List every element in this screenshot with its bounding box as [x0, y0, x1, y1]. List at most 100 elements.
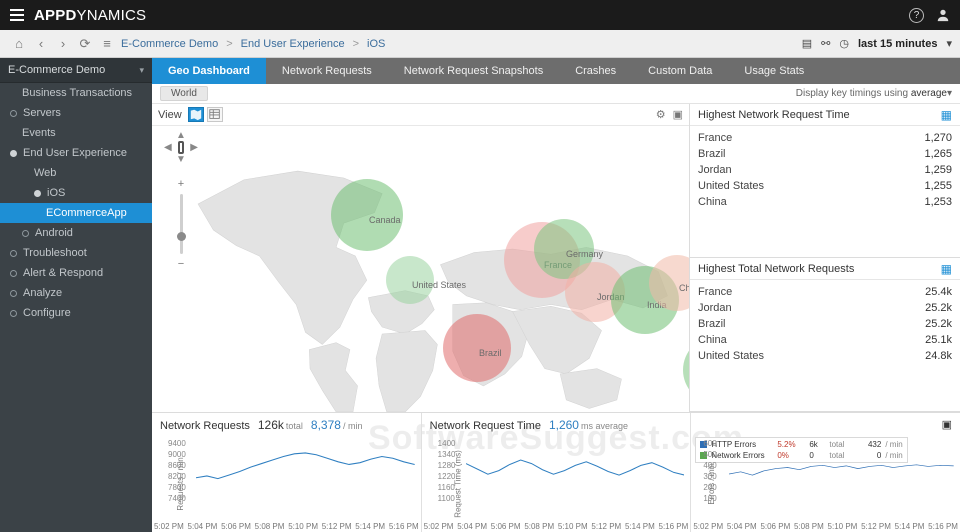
chart-network-requests[interactable]: Network Requests 126k total 8,378/ min Re… — [152, 413, 422, 532]
table-row[interactable]: United States 24.8k — [690, 348, 960, 364]
row-value: 1,270 — [924, 132, 952, 144]
main-menu-icon[interactable] — [10, 9, 24, 21]
legend-swatch — [700, 441, 708, 448]
legend-item[interactable]: Network Errors 0% 0 total 0/ min — [700, 451, 903, 460]
chart-header: ▣ — [691, 413, 960, 431]
sidebar-app-selector[interactable]: E-Commerce Demo ▾ — [0, 58, 152, 83]
table-row[interactable]: Jordan 25.2k — [690, 300, 960, 316]
table-row[interactable]: United States 1,255 — [690, 178, 960, 194]
zoom-in-icon[interactable]: + — [177, 178, 185, 190]
geo-bubble-label: Germany — [566, 249, 604, 259]
map-zoom-control[interactable]: + − — [174, 178, 188, 270]
table-row[interactable]: Jordan 1,259 — [690, 162, 960, 178]
tab-usage-stats[interactable]: Usage Stats — [744, 65, 805, 77]
breadcrumb-item-1[interactable]: End User Experience — [240, 37, 345, 50]
y-tick-label: 1160 — [437, 483, 455, 492]
tab-crashes[interactable]: Crashes — [575, 65, 617, 77]
scope-world-pill[interactable]: World — [160, 86, 208, 101]
right-panel-column: Highest Network Request Time ▦ France 1,270… — [690, 104, 960, 412]
breadcrumb-item-2[interactable]: iOS — [367, 37, 386, 50]
tab-custom-data[interactable]: Custom Data — [648, 65, 713, 77]
panel-row-list: France 25.4k Jordan 25.2k Brazil 25.2k China 25… — [690, 280, 960, 368]
bullet-icon — [34, 189, 41, 197]
sidebar-item-android[interactable]: Android — [0, 223, 152, 243]
user-account-icon[interactable] — [936, 8, 950, 22]
sidebar-item-end-user-experience[interactable]: End User Experience — [0, 143, 152, 163]
link-icon[interactable]: ⚯ — [821, 38, 831, 50]
sidebar-item-list: Business Transactions Servers Events End Us… — [0, 83, 152, 323]
legend-swatch — [700, 452, 708, 459]
table-row[interactable]: China 1,253 — [690, 194, 960, 210]
geo-bubble-united-states[interactable] — [386, 256, 434, 304]
chevron-down-icon[interactable]: ▾ — [946, 88, 952, 99]
chart-metric-rate: 8,378/ min — [311, 418, 363, 432]
breadcrumb-item-0[interactable]: E-Commerce Demo — [121, 37, 219, 50]
grid-icon[interactable]: ▦ — [940, 107, 952, 122]
geo-bubble-label: Brazil — [479, 348, 502, 358]
pan-up-icon[interactable]: ▲ — [176, 130, 186, 141]
chart-errors[interactable]: ▣ HTTP Errors 5.2% 6k total 432/ min Network … — [691, 413, 960, 532]
key-timings-value[interactable]: average — [910, 88, 947, 99]
legend-percent: 0% — [777, 451, 789, 460]
sidebar-item-troubleshoot[interactable]: Troubleshoot — [0, 243, 152, 263]
pan-down-icon[interactable]: ▼ — [176, 154, 186, 165]
x-tick-label: 5:02 PM — [423, 522, 454, 531]
map-pan-control[interactable]: ▲ ◀ ▶ ▼ — [164, 130, 198, 165]
monitor-icon[interactable]: ▤ — [801, 38, 813, 50]
time-range-label[interactable]: last 15 minutes — [857, 37, 938, 50]
geo-bubble-china[interactable] — [649, 255, 689, 311]
clock-icon[interactable]: ◷ — [839, 38, 849, 50]
list-icon[interactable]: ≡ — [103, 36, 111, 51]
home-icon[interactable]: ⌂ — [15, 36, 23, 51]
table-row[interactable]: Brazil 25.2k — [690, 316, 960, 332]
row-name: France — [698, 286, 733, 298]
sidebar-item-configure[interactable]: Configure — [0, 303, 152, 323]
table-row[interactable]: China 25.1k — [690, 332, 960, 348]
sidebar-item-ecommerceapp[interactable]: ECommerceApp — [0, 203, 152, 223]
row-value: 1,265 — [924, 148, 952, 160]
x-tick-label: 5:14 PM — [624, 522, 655, 531]
chart-network-request-time[interactable]: Network Request Time 1,260 ms average Req… — [422, 413, 692, 532]
zoom-slider-knob[interactable] — [176, 232, 186, 241]
map-view-button[interactable] — [187, 107, 204, 122]
sidebar-item-servers[interactable]: Servers — [0, 103, 152, 123]
back-icon[interactable]: ‹ — [38, 36, 44, 51]
grid-icon[interactable]: ▦ — [940, 261, 952, 276]
table-row[interactable]: Brazil 1,265 — [690, 146, 960, 162]
geo-bubble-brazil[interactable] — [443, 314, 511, 382]
legend-item[interactable]: HTTP Errors 5.2% 6k total 432/ min — [700, 440, 903, 449]
grid-view-button[interactable] — [206, 107, 223, 122]
pan-left-icon[interactable]: ◀ — [164, 142, 172, 153]
sidebar-item-label: Events — [22, 127, 56, 139]
table-row[interactable]: France 25.4k — [690, 284, 960, 300]
sidebar-item-web[interactable]: Web — [0, 163, 152, 183]
zoom-slider[interactable] — [176, 194, 186, 254]
sidebar-item-business-transactions[interactable]: Business Transactions — [0, 83, 152, 103]
main-area: E-Commerce Demo ▾ Business Transactions S… — [0, 58, 960, 532]
panel-toggle-icon[interactable]: ▣ — [672, 109, 683, 121]
refresh-icon[interactable]: ⟳ — [79, 35, 91, 51]
chevron-down-icon[interactable]: ▾ — [946, 38, 952, 50]
x-tick-label: 5:16 PM — [658, 522, 689, 531]
sidebar-item-events[interactable]: Events — [0, 123, 152, 143]
y-tick-label: 400 — [703, 461, 717, 470]
sidebar-item-alert-respond[interactable]: Alert & Respond — [0, 263, 152, 283]
geo-bubble-canada[interactable] — [331, 179, 403, 251]
y-tick-label: 300 — [703, 472, 717, 481]
sidebar-item-ios[interactable]: iOS — [0, 183, 152, 203]
panel-toggle-icon[interactable]: ▣ — [941, 419, 953, 431]
key-timings-selector[interactable]: Display key timings using average▾ — [796, 88, 960, 99]
geo-bubble-australia[interactable] — [683, 336, 689, 404]
gear-icon[interactable]: ⚙ — [655, 109, 666, 121]
tab-network-requests[interactable]: Network Requests — [281, 65, 372, 77]
table-row[interactable]: France 1,270 — [690, 130, 960, 146]
sidebar-item-analyze[interactable]: Analyze — [0, 283, 152, 303]
zoom-out-icon[interactable]: − — [177, 258, 185, 270]
geo-map[interactable]: ▲ ◀ ▶ ▼ + − Canada United States Brazil — [152, 126, 689, 412]
forward-icon[interactable]: › — [60, 36, 66, 51]
tab-geo-dashboard[interactable]: Geo Dashboard — [152, 58, 266, 84]
pan-right-icon[interactable]: ▶ — [190, 142, 198, 153]
tab-network-request-snapshots[interactable]: Network Request Snapshots — [403, 65, 544, 77]
map-center-icon[interactable] — [177, 141, 185, 154]
help-icon[interactable]: ? — [909, 7, 924, 23]
